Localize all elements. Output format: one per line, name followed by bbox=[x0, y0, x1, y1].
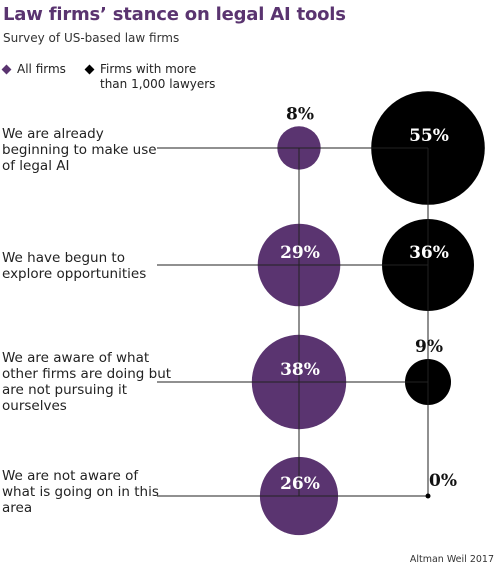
legend-item-all-firms: All firms bbox=[1, 62, 66, 77]
value-label-large-firms-3: 0% bbox=[429, 471, 457, 491]
value-label-large-firms-1: 36% bbox=[409, 243, 449, 263]
category-label-exploring: We have begun to explore opportunities bbox=[2, 250, 147, 282]
chart-subtitle: Survey of US-based law firms bbox=[3, 31, 180, 45]
value-label-all-firms-1: 29% bbox=[280, 243, 320, 263]
legend-label-all-firms: All firms bbox=[17, 62, 66, 76]
value-label-large-firms-0: 55% bbox=[409, 126, 449, 146]
chart-title: Law firms’ stance on legal AI tools bbox=[3, 4, 346, 25]
zero-marker-3 bbox=[425, 493, 431, 499]
category-label-not-aware: We are not aware of what is going on in … bbox=[2, 468, 159, 516]
legend-label-large-firms: Firms with more than 1,000 lawyers bbox=[100, 62, 216, 91]
source-note: Altman Weil 2017 bbox=[409, 554, 494, 565]
value-label-all-firms-0: 8% bbox=[286, 104, 314, 124]
legend-item-large-firms: Firms with more than 1,000 lawyers bbox=[84, 62, 226, 92]
value-label-large-firms-2: 9% bbox=[415, 337, 443, 357]
category-label-already-using: We are already beginning to make use of … bbox=[2, 126, 157, 174]
category-label-aware-not-pursuing: We are aware of what other firms are doi… bbox=[2, 350, 172, 414]
value-label-all-firms-2: 38% bbox=[280, 360, 320, 380]
value-label-all-firms-3: 26% bbox=[280, 474, 320, 494]
